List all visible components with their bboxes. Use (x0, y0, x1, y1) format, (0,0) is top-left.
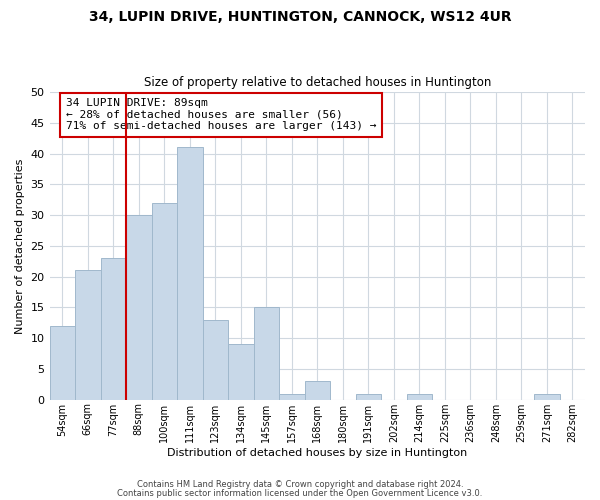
Bar (152, 203, 177, 400)
Title: Size of property relative to detached houses in Huntington: Size of property relative to detached ho… (143, 76, 491, 90)
Bar (228, 344, 254, 400)
Bar (407, 394, 432, 400)
Text: Contains public sector information licensed under the Open Government Licence v3: Contains public sector information licen… (118, 488, 482, 498)
Bar (101, 258, 126, 400)
Bar (177, 148, 203, 400)
Bar (534, 394, 560, 400)
Y-axis label: Number of detached properties: Number of detached properties (15, 158, 25, 334)
Bar (50, 326, 75, 400)
Text: 34 LUPIN DRIVE: 89sqm
← 28% of detached houses are smaller (56)
71% of semi-deta: 34 LUPIN DRIVE: 89sqm ← 28% of detached … (65, 98, 376, 132)
Bar (75, 270, 101, 400)
Text: 34, LUPIN DRIVE, HUNTINGTON, CANNOCK, WS12 4UR: 34, LUPIN DRIVE, HUNTINGTON, CANNOCK, WS… (89, 10, 511, 24)
X-axis label: Distribution of detached houses by size in Huntington: Distribution of detached houses by size … (167, 448, 467, 458)
Bar (279, 394, 305, 400)
Bar (305, 381, 330, 400)
Bar (126, 215, 152, 400)
Text: Contains HM Land Registry data © Crown copyright and database right 2024.: Contains HM Land Registry data © Crown c… (137, 480, 463, 489)
Bar (356, 394, 381, 400)
Bar (203, 320, 228, 400)
Bar (254, 308, 279, 400)
